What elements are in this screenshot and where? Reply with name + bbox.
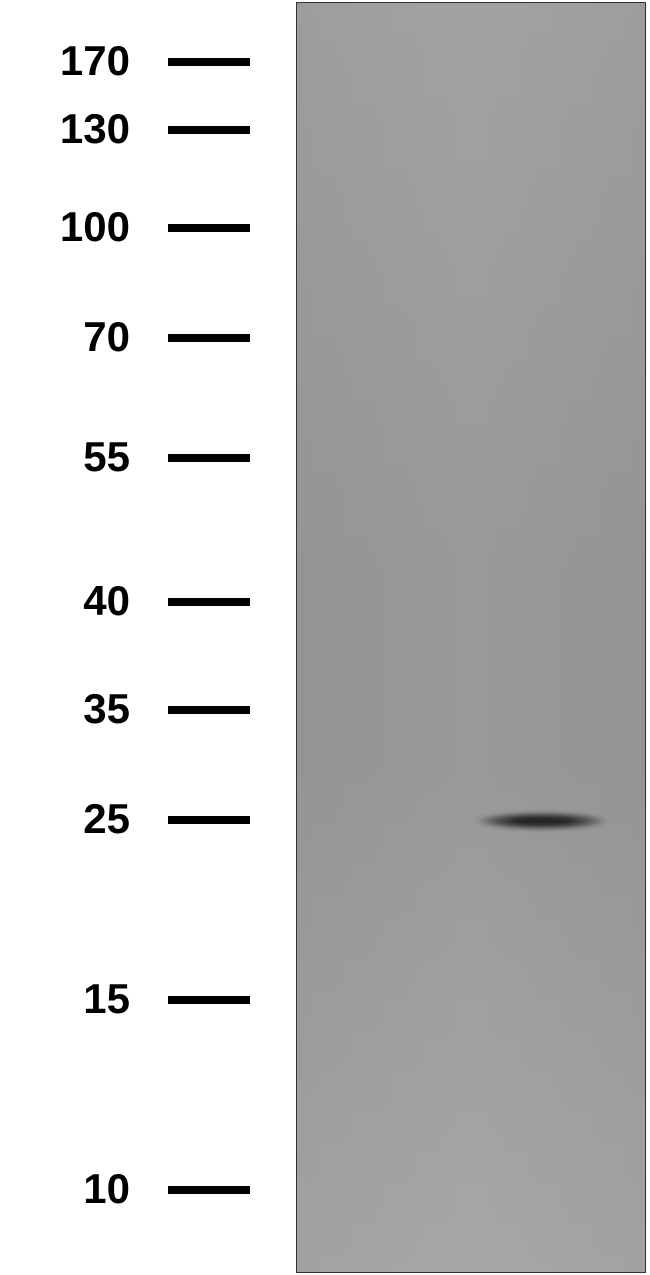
ladder-label: 35 (10, 685, 130, 733)
ladder-label: 170 (10, 37, 130, 85)
ladder-tick (168, 58, 250, 66)
ladder-tick (168, 224, 250, 232)
blot-lane (472, 3, 647, 1272)
ladder-tick (168, 126, 250, 134)
ladder-tick (168, 996, 250, 1004)
blot-membrane (296, 2, 646, 1273)
ladder-label: 10 (10, 1165, 130, 1213)
ladder-tick (168, 454, 250, 462)
ladder-tick (168, 334, 250, 342)
ladder-label: 55 (10, 433, 130, 481)
ladder-tick (168, 706, 250, 714)
ladder-label: 130 (10, 105, 130, 153)
ladder-label: 25 (10, 795, 130, 843)
ladder-tick (168, 816, 250, 824)
ladder-tick (168, 1186, 250, 1194)
protein-band (474, 812, 609, 830)
ladder-label: 40 (10, 577, 130, 625)
ladder-label: 100 (10, 203, 130, 251)
western-blot-figure: 170 130 100 70 55 40 35 25 15 10 (0, 0, 650, 1275)
blot-lane (297, 3, 472, 1272)
ladder-label: 15 (10, 975, 130, 1023)
ladder-label: 70 (10, 313, 130, 361)
ladder-tick (168, 598, 250, 606)
